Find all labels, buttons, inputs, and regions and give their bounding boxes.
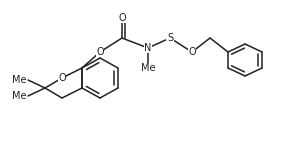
Text: O: O: [58, 73, 66, 83]
Text: Me: Me: [12, 91, 26, 101]
Text: O: O: [96, 47, 104, 57]
Text: O: O: [118, 13, 126, 23]
Text: O: O: [188, 47, 196, 57]
Text: Me: Me: [12, 75, 26, 85]
Text: S: S: [167, 33, 173, 43]
Text: N: N: [144, 43, 152, 53]
Text: Me: Me: [141, 63, 155, 73]
